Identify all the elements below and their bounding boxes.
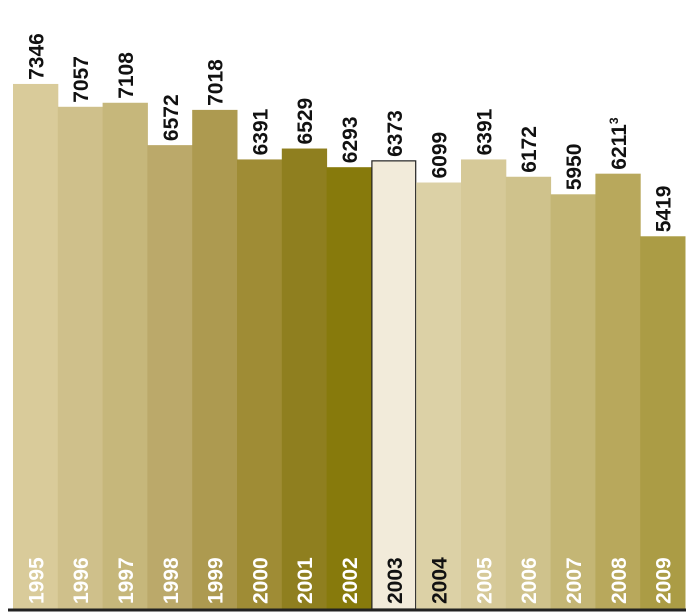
year-label-2001: 2001 [294,557,317,604]
value-label-2009: 5419 [653,186,676,233]
value-label-2007: 5950 [563,144,586,191]
bar-2007 [550,194,596,610]
value-label-2001: 6529 [294,98,317,145]
year-label-2005: 2005 [473,557,496,604]
value-labels: 7346 7057 7108 6572 7018 6391 6529 6293 6373 6099… [25,33,675,232]
value-label-2008: 62113 [607,117,631,170]
year-label-2003: 2003 [384,557,407,604]
year-label-1995: 1995 [25,557,48,604]
value-label-2006: 6172 [518,126,541,173]
value-label-1997: 7108 [115,52,138,99]
year-labels: 1995 1996 1997 1998 1999 2000 2001 2002 2003 2004… [25,557,675,604]
bar-2000 [237,159,283,609]
year-label-2002: 2002 [339,557,362,604]
year-label-1998: 1998 [160,557,183,604]
value-label-1996: 7057 [70,56,93,103]
bar-1996 [57,106,104,609]
value-label-1999: 7018 [205,59,228,106]
bar-2004 [416,182,462,609]
year-label-2007: 2007 [563,557,586,604]
bar-2008 [595,173,641,610]
year-label-2000: 2000 [249,557,272,604]
bar-1997 [102,102,148,609]
bar-1998 [147,145,193,609]
year-label-2009: 2009 [653,557,676,604]
bar-2001 [281,148,328,609]
value-label-1998: 6572 [160,94,183,141]
bar-2003 [371,160,417,610]
bar-2002 [326,167,372,609]
bar-2005 [461,159,507,609]
value-label-2000: 6391 [249,108,272,155]
bar-1995 [13,83,59,609]
value-label-1995: 7346 [25,33,48,80]
footnote-marker: 3 [607,117,621,124]
year-label-1996: 1996 [70,557,93,604]
year-label-2006: 2006 [518,557,541,604]
bar-2009 [640,236,686,609]
value-label-2002: 6293 [339,116,362,163]
bar-2006 [505,176,552,609]
year-label-1999: 1999 [205,557,228,604]
bars [13,83,686,610]
year-label-2004: 2004 [429,557,452,604]
value-label-2004: 6099 [429,132,452,179]
year-label-1997: 1997 [115,557,138,604]
value-label-2005: 6391 [473,108,496,155]
bar-1999 [192,109,238,609]
year-label-2008: 2008 [608,557,631,604]
value-label-2003: 6373 [384,110,407,157]
